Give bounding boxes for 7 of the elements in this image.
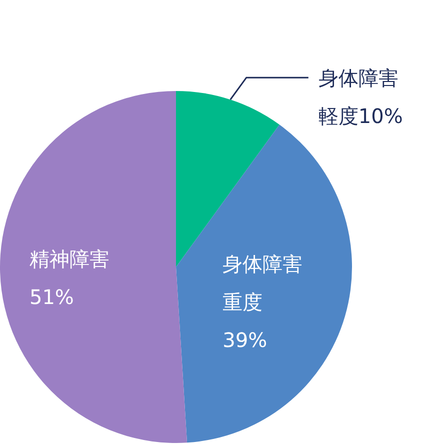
data-label: 10%	[358, 104, 403, 128]
data-label: 51%	[29, 284, 75, 312]
data-label: 39%	[222, 327, 268, 354]
pie-slice	[176, 124, 352, 443]
slice-label: 身体障害重度	[222, 251, 304, 316]
pie-slice	[0, 91, 188, 443]
slice-label: 精神障害	[29, 246, 110, 274]
